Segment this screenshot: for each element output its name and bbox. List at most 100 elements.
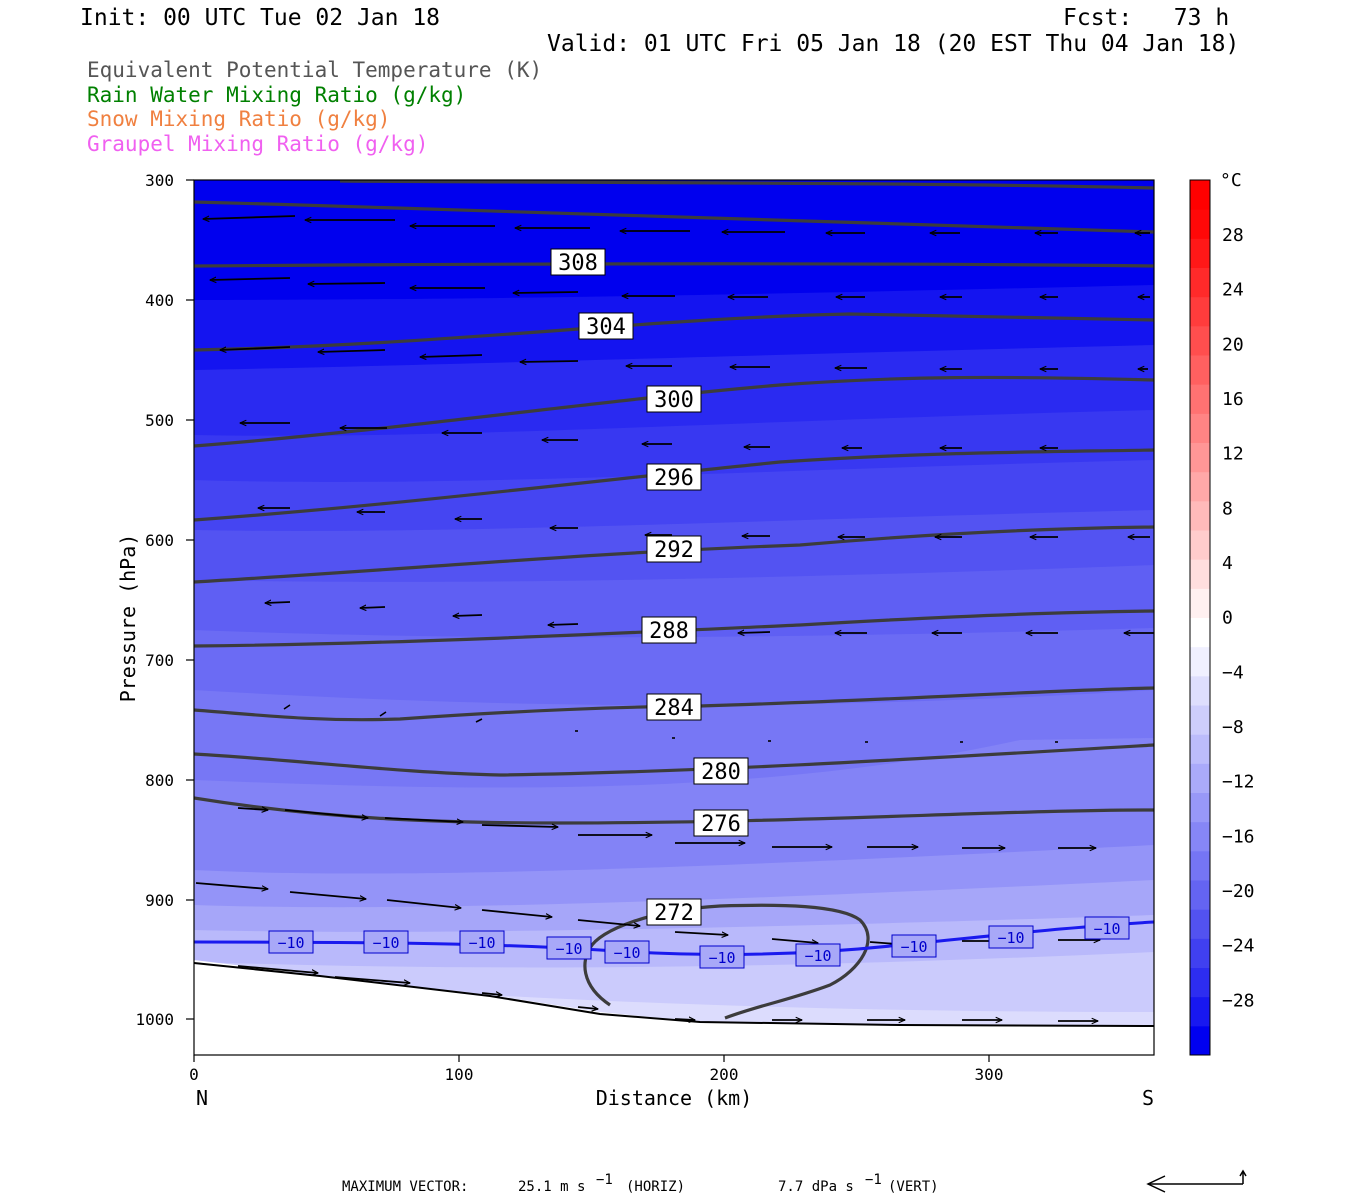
y-tick-label: 400: [145, 291, 174, 310]
x-tick-label: 300: [975, 1065, 1004, 1084]
wind-arrow: [265, 602, 291, 603]
isotherm-labels: −10 −10 −10 −10 −10 −10 −10 −10 −10 −10: [268, 916, 1130, 969]
contour-label-272: 272: [646, 898, 702, 926]
x-axis-title: Distance (km): [596, 1086, 753, 1110]
theta-e-contour-top: [339, 180, 1154, 190]
colorbar-cell: [1190, 238, 1210, 268]
wind-arrow: [318, 350, 386, 352]
contour-label-296: 296: [646, 463, 702, 491]
colorbar-cell: [1190, 821, 1210, 852]
wind-arrow: [674, 1019, 695, 1020]
colorbar-cell: [1190, 180, 1210, 210]
wind-arrow: [308, 283, 386, 284]
svg-text:−10: −10: [997, 929, 1024, 947]
colorbar-cell: [1190, 413, 1210, 443]
svg-text:280: 280: [701, 760, 741, 785]
footer-max-vector: MAXIMUM VECTOR: 25.1 m s −1 (HORIZ) 7.7 …: [342, 1169, 1247, 1195]
wind-arrow: [577, 1007, 598, 1009]
isotherm-label: −10: [891, 934, 937, 958]
colorbar-label: −16: [1222, 826, 1255, 847]
colorbar-label: 24: [1222, 280, 1244, 301]
svg-text:308: 308: [558, 251, 598, 276]
colorbar-label: −24: [1222, 936, 1255, 957]
y-tick-label: 500: [145, 411, 174, 430]
forecast-hour: Fcst: 73 h: [1063, 5, 1230, 31]
x-end-label-south: S: [1142, 1086, 1154, 1110]
y-tick-label: 700: [145, 651, 174, 670]
temp-band: [194, 180, 1154, 300]
contour-label-280: 280: [693, 757, 749, 785]
theta-e-contour-280: [194, 743, 1154, 777]
colorbar-cell: [1190, 267, 1210, 298]
colorbar-cell: [1190, 734, 1210, 764]
contour-label-284: 284: [646, 693, 702, 721]
colorbar-cell: [1190, 909, 1210, 939]
footer-horiz-unit: (HORIZ): [626, 1179, 685, 1195]
isotherm-label: −10: [604, 940, 650, 964]
isotherm-label: −10: [546, 936, 592, 960]
theta-e-contour-308: [194, 262, 1154, 268]
colorbar-cell: [1190, 559, 1210, 589]
y-axis-title: Pressure (hPa): [116, 534, 140, 703]
svg-text:292: 292: [654, 538, 694, 563]
colorbar-cell: [1190, 471, 1210, 502]
theta-e-contours: [194, 180, 1154, 1020]
colorbar-cell: [1190, 588, 1210, 618]
colorbar-cell: [1190, 530, 1210, 560]
colorbar-cell: [1190, 850, 1210, 881]
y-tick-label: 1000: [135, 1010, 174, 1029]
svg-text:272: 272: [654, 901, 694, 926]
svg-text:300: 300: [654, 388, 694, 413]
reference-vector-icon: [1146, 1169, 1247, 1193]
theta-e-labels: 308 304 300 296 292 288 284 280 276 272: [550, 248, 749, 926]
wind-stub: [379, 711, 387, 717]
svg-text:276: 276: [701, 812, 741, 837]
wind-arrow: [481, 825, 558, 827]
legend-theta-e: Equivalent Potential Temperature (K): [87, 58, 543, 82]
wind-arrow: [674, 931, 728, 935]
contour-label-288: 288: [641, 616, 697, 644]
x-tick-label: 0: [189, 1065, 199, 1084]
svg-text:−10: −10: [900, 938, 927, 956]
colorbar-cell: [1190, 792, 1210, 823]
wind-stub: [283, 704, 291, 710]
svg-text:−10: −10: [1093, 920, 1120, 938]
wind-arrow: [210, 278, 291, 280]
colorbar-cell: [1190, 705, 1210, 735]
isotherm-label: −10: [268, 930, 314, 954]
colorbar-cell: [1190, 996, 1210, 1027]
x-tick-label: 200: [710, 1065, 739, 1084]
contour-label-276: 276: [693, 809, 749, 837]
x-tick-labels: 0 100 200 300: [189, 1065, 1003, 1084]
legend-rain-water: Rain Water Mixing Ratio (g/kg): [87, 83, 467, 107]
colorbar-cell: [1190, 384, 1210, 414]
theta-e-contour-288: [194, 609, 1154, 648]
footer-vert-exp: −1: [865, 1172, 882, 1188]
svg-text:284: 284: [654, 696, 694, 721]
colorbar-cell: [1190, 442, 1210, 473]
colorbar-label: 20: [1222, 334, 1244, 355]
wind-arrow: [520, 361, 579, 362]
colorbar-unit: °C: [1220, 170, 1242, 191]
colorbar-label: −8: [1222, 717, 1244, 738]
theta-e-contour-292: [194, 525, 1154, 584]
plot-frame: [193, 179, 1155, 1056]
colorbar-cell: [1190, 646, 1210, 677]
x-axis: [193, 1055, 990, 1062]
contour-label-292: 292: [646, 535, 702, 563]
contour-label-300: 300: [646, 385, 702, 413]
contour-label-304: 304: [578, 312, 634, 340]
colorbar-cell: [1190, 296, 1210, 327]
theta-e-contour-top: [194, 200, 1154, 234]
colorbar-label: 28: [1222, 225, 1244, 246]
colorbar-label: −20: [1222, 881, 1255, 902]
footer-vert-value: 7.7 dPa s: [778, 1179, 854, 1195]
y-tick-label: 600: [145, 531, 174, 550]
wind-arrow: [284, 809, 368, 818]
colorbar-label: 4: [1222, 553, 1233, 574]
y-tick-label: 900: [145, 891, 174, 910]
wind-arrow: [548, 624, 579, 625]
wind-arrow: [384, 817, 463, 822]
isotherm-label: −10: [988, 925, 1034, 949]
